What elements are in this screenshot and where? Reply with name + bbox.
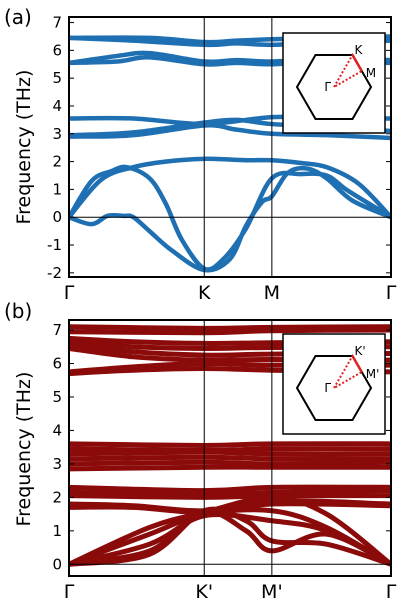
brillouin-zone-inset: K'M' Γ bbox=[282, 333, 386, 435]
y-tick-label: 0 bbox=[52, 208, 62, 226]
series-line-10 bbox=[69, 446, 391, 454]
y-tick-label: 1 bbox=[52, 180, 62, 198]
k-path-edge bbox=[351, 355, 363, 373]
series-group bbox=[69, 34, 391, 273]
series-line-13 bbox=[69, 459, 391, 467]
y-axis-label: Frequency (THz) bbox=[13, 70, 35, 225]
panel-label: (a) bbox=[4, 5, 32, 29]
inset-label: M' bbox=[366, 367, 380, 381]
y-tick-label: 4 bbox=[52, 421, 62, 439]
series-line-14 bbox=[69, 464, 391, 472]
y-tick-label: 7 bbox=[52, 14, 62, 32]
y-tick-label: 0 bbox=[52, 555, 62, 573]
y-tick-label: 3 bbox=[52, 455, 62, 473]
brillouin-zone-inset: KM Γ bbox=[282, 32, 386, 134]
y-tick-label: 2 bbox=[52, 488, 62, 506]
x-tick-label: Γ bbox=[386, 581, 397, 602]
x-tick-label: Γ bbox=[64, 581, 75, 602]
series-group bbox=[69, 324, 391, 567]
y-tick-label: -1 bbox=[47, 236, 62, 254]
y-tick-label: 3 bbox=[52, 125, 62, 143]
inset-label: Γ bbox=[324, 80, 331, 94]
series-line-23 bbox=[69, 509, 391, 567]
series-line-16 bbox=[69, 488, 391, 497]
y-tick-label: 6 bbox=[52, 355, 62, 373]
series-line-7 bbox=[69, 123, 391, 141]
series-line-9 bbox=[69, 164, 391, 272]
inset-label: K' bbox=[355, 344, 366, 358]
x-tick-label: Γ bbox=[386, 282, 397, 304]
series-line-12 bbox=[69, 454, 391, 462]
y-tick-label: 1 bbox=[52, 522, 62, 540]
x-tick-label: K' bbox=[195, 581, 213, 602]
series-line-8 bbox=[69, 156, 391, 220]
series-line-21 bbox=[69, 507, 391, 567]
y-tick-label: 7 bbox=[52, 321, 62, 339]
plot-frame bbox=[68, 319, 392, 577]
plot-frame bbox=[68, 16, 392, 278]
series-line-10 bbox=[69, 165, 391, 273]
y-tick-label: 6 bbox=[52, 41, 62, 59]
x-tick-label: K bbox=[198, 282, 211, 304]
x-tick-label: Γ bbox=[64, 282, 75, 304]
panel-label: (b) bbox=[4, 299, 32, 323]
y-tick-label: 5 bbox=[52, 69, 62, 87]
y-tick-label: 5 bbox=[52, 388, 62, 406]
series-line-2 bbox=[69, 327, 391, 336]
inset-label: Γ bbox=[324, 381, 331, 395]
y-axis-label: Frequency (THz) bbox=[13, 372, 35, 527]
y-tick-label: 2 bbox=[52, 153, 62, 171]
x-tick-label: M' bbox=[261, 581, 283, 602]
series-line-1 bbox=[69, 324, 391, 331]
series-line-15 bbox=[69, 484, 391, 494]
series-line-20 bbox=[69, 494, 391, 567]
inset-label: K bbox=[355, 43, 364, 57]
series-line-17 bbox=[69, 493, 391, 500]
series-line-24 bbox=[69, 506, 391, 567]
y-tick-label: -2 bbox=[47, 264, 62, 282]
series-line-11 bbox=[69, 449, 391, 457]
series-line-9 bbox=[69, 441, 391, 448]
y-tick-label: 4 bbox=[52, 97, 62, 115]
k-path-edge bbox=[351, 54, 363, 72]
x-tick-label: M bbox=[264, 282, 280, 304]
inset-label: M bbox=[366, 66, 376, 80]
